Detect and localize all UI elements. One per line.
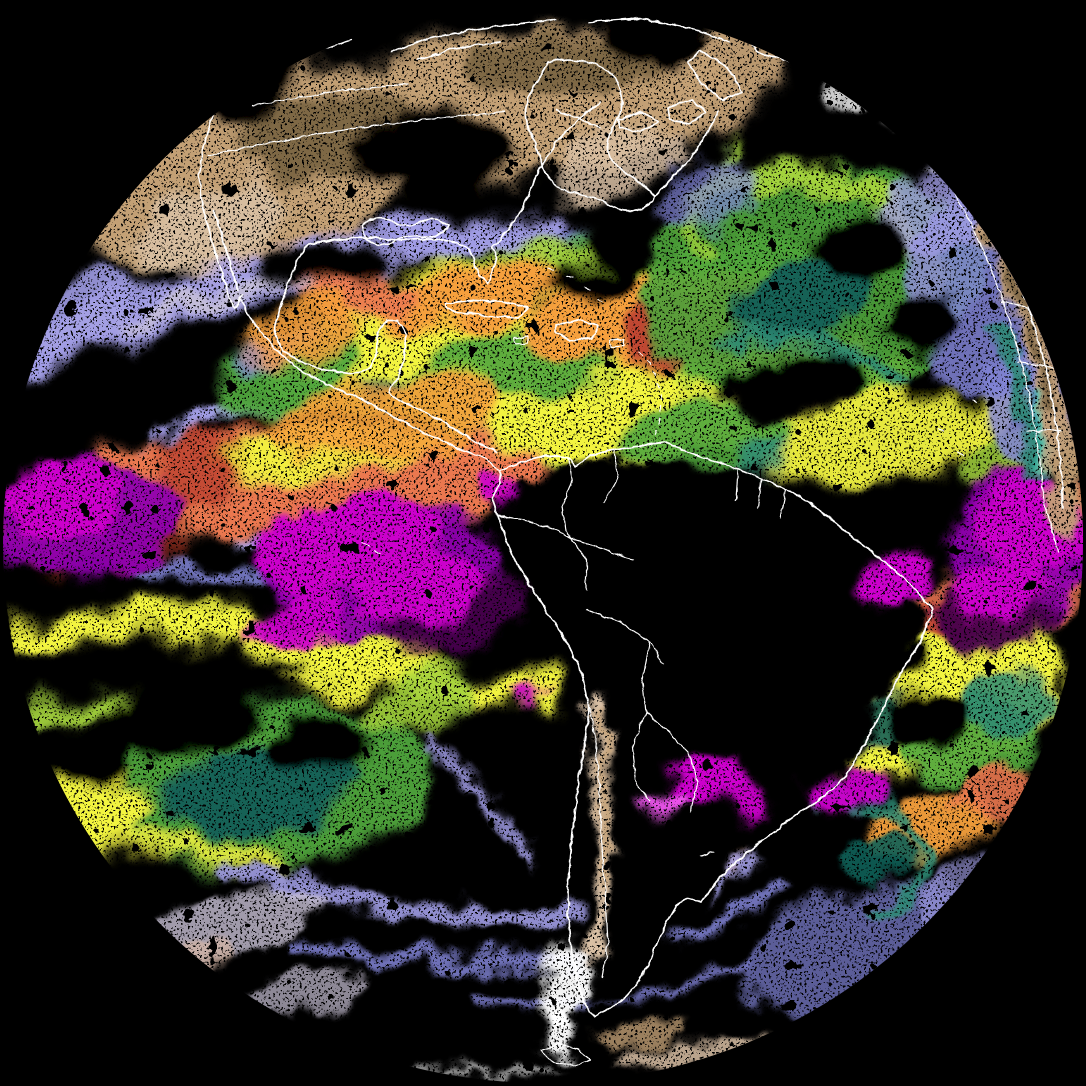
coastline-labrador-newfoundland — [555, 99, 719, 197]
border-colombia-venezuela — [561, 457, 573, 531]
coastline-mexico-pacific — [239, 299, 361, 399]
coastline-hudson-bay — [524, 59, 656, 212]
coastline-lesser-antilles — [639, 351, 662, 437]
borders-south-america — [497, 449, 787, 979]
coastline-us-east-gulf — [307, 101, 601, 285]
coastline-puerto-rico-jamaica — [513, 335, 625, 348]
coastline-arctic-islands — [391, 17, 731, 61]
coastline-baja-california — [202, 207, 244, 309]
coastline-atlantic-islands — [937, 399, 978, 456]
coastline-hispaniola — [555, 319, 599, 341]
coastline-baffin-island — [687, 49, 743, 101]
border-peru-brazil-bolivia — [565, 529, 664, 713]
border-uruguay-guyanas-venezuela — [603, 449, 787, 857]
border-paraguay — [631, 711, 699, 813]
border-us-canada — [207, 111, 506, 157]
coastline-cuba — [445, 299, 529, 319]
border-chile-argentina — [589, 707, 609, 979]
coarse-speckle-overlay — [3, 3, 1083, 1083]
coastline-yucatan-caribbean — [376, 319, 497, 453]
coastline-central-america-pacific — [359, 397, 501, 471]
coastline-antarctic-edge — [539, 1043, 591, 1067]
coastline-galapagos — [361, 541, 381, 554]
coastline-africa-inner — [954, 193, 1059, 553]
coastline-south-america — [491, 441, 934, 1017]
border-amazon-north — [497, 515, 633, 561]
coastline-bahamas — [547, 267, 604, 303]
coastline-mexico-gulf — [273, 243, 378, 375]
